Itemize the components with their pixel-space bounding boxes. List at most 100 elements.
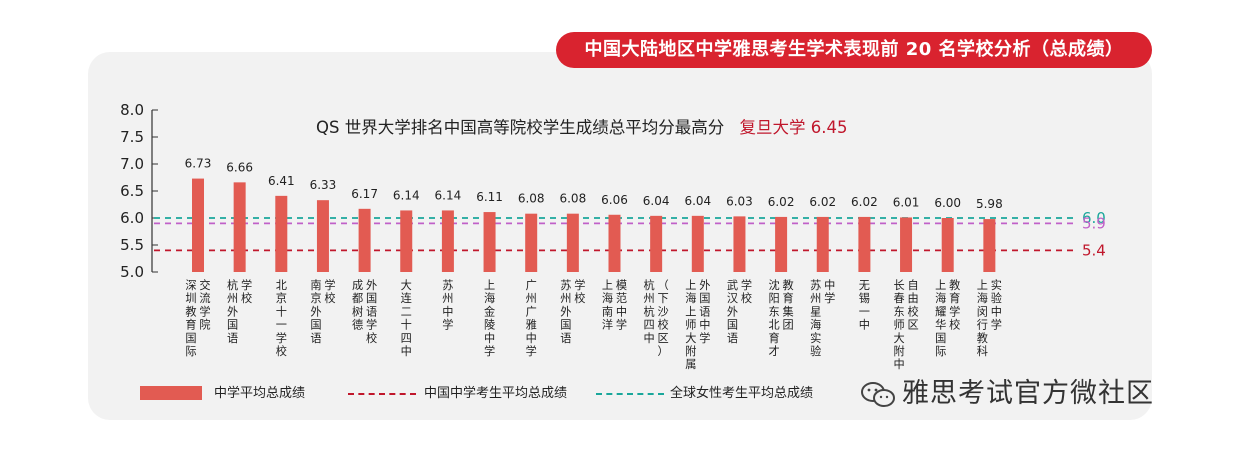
annotation-highlight: 复旦大学 6.45 — [739, 118, 847, 137]
bar — [483, 212, 496, 272]
x-tick-label: 深圳教育国际 — [185, 278, 196, 358]
x-tick-label: 学校 — [574, 278, 585, 305]
x-tick-label: 长春东师大附中 — [893, 279, 904, 371]
teal-dashed-line-icon — [596, 393, 664, 395]
bar — [941, 218, 954, 272]
bar — [691, 215, 704, 272]
y-tick-label: 6.5 — [120, 182, 144, 200]
data-label: 6.08 — [559, 192, 586, 206]
bar — [358, 208, 371, 272]
x-tick-label: 学校 — [324, 278, 335, 305]
wechat-icon — [861, 381, 895, 407]
bar — [858, 216, 871, 272]
x-tick-label: 沈阳东北育才 — [768, 278, 779, 358]
bar — [192, 178, 204, 272]
x-tick-label: 上海耀华国际 — [935, 279, 946, 358]
y-tick-label: 5.5 — [120, 236, 144, 254]
red-dashed-line-icon — [348, 393, 416, 395]
bar — [400, 210, 413, 272]
x-tick-label: 交流学院 — [199, 278, 210, 332]
x-tick-label: 教育集团 — [782, 279, 793, 332]
data-label: 6.02 — [851, 195, 878, 209]
legend-label: 全球女性考生平均总成绩 — [670, 386, 814, 401]
x-tick-label: 苏州外国语 — [560, 279, 571, 345]
x-tick-label: 成都树德 — [352, 279, 363, 332]
bar — [900, 217, 913, 272]
chart-title-banner: 中国大陆地区中学雅思考生学术表现前 20 名学校分析（总成绩） — [556, 32, 1152, 68]
reference-line-label: 6.0 — [1082, 209, 1106, 227]
bar-series: 6.73 6.66 6.41 6.33 6.17 6.14 6.14 6.11 6.08 6.08… — [185, 157, 1003, 272]
data-label: 6.01 — [893, 195, 920, 209]
x-tick-label: 大连二十四中 — [401, 278, 412, 358]
data-label: 6.73 — [185, 157, 212, 171]
data-label: 6.66 — [226, 160, 253, 174]
x-tick-label: 上海上师大附属 — [685, 279, 696, 371]
bar — [650, 215, 663, 272]
x-tick-label: 外国语学校 — [366, 279, 377, 345]
bar — [316, 200, 329, 272]
x-tick-label: 苏州中学 — [442, 279, 453, 332]
x-tick-label: （下沙校区） — [658, 279, 669, 358]
y-tick-label: 5.0 — [120, 263, 144, 281]
x-tick-label: 上海闵行教科 — [977, 279, 988, 358]
y-tick-label: 6.0 — [120, 209, 144, 227]
data-label: 6.33 — [310, 178, 337, 192]
x-tick-label: 杭州杭四中 — [644, 278, 655, 345]
data-label: 6.08 — [518, 192, 545, 206]
watermark: 雅思考试官方微社区 — [860, 372, 1154, 416]
y-tick-label: 8.0 — [120, 101, 144, 119]
data-label: 6.04 — [643, 194, 670, 208]
reference-line-label: 5.4 — [1082, 241, 1106, 259]
x-tick-label: 苏州星海实验 — [810, 279, 821, 358]
x-tick-label: 外国语中学 — [699, 279, 710, 345]
bar — [775, 216, 788, 272]
bar — [608, 214, 621, 272]
bar — [525, 213, 538, 272]
y-tick-label: 7.5 — [120, 128, 144, 146]
x-tick-label: 南京外国语 — [310, 279, 321, 345]
data-label: 6.41 — [268, 174, 295, 188]
data-label: 6.17 — [351, 187, 378, 201]
x-tick-label: 学校 — [241, 278, 252, 305]
legend-label: 中学平均总成绩 — [214, 386, 306, 401]
x-tick-label: 模范中学 — [616, 279, 627, 332]
bar — [233, 182, 246, 272]
x-tick-label: 上海金陵中学 — [484, 279, 495, 358]
reference-line-label: 5.9 — [1082, 214, 1106, 232]
x-tick-label: 武汉外国语 — [727, 279, 738, 345]
x-tick-label: 实验中学 — [991, 278, 1002, 332]
x-tick-label: 教育学校 — [949, 279, 960, 332]
y-axis: 5.0 5.5 6.0 6.5 7.0 7.5 8.0 — [120, 101, 158, 281]
x-tick-label: 自由校区 — [907, 279, 918, 332]
x-tick-label: 北京十一学校 — [276, 279, 287, 358]
data-label: 6.06 — [601, 193, 628, 207]
watermark-text: 雅思考试官方微社区 — [902, 378, 1154, 409]
data-label: 6.04 — [684, 194, 711, 208]
x-tick-label: 学校 — [741, 278, 752, 305]
y-tick-label: 7.0 — [120, 155, 144, 173]
reference-lines: 6.05.9 5.4 — [154, 209, 1106, 259]
data-label: 6.14 — [393, 188, 420, 202]
category-labels: 深圳教育国际交流学院杭州外国语学校北京十一学校南京外国语学校成都树德外国语学校大… — [185, 278, 1002, 371]
legend-label: 中国中学考生平均总成绩 — [424, 386, 568, 401]
x-tick-label: 无锡一中 — [859, 279, 870, 332]
data-label: 6.14 — [435, 188, 462, 202]
bar — [983, 219, 996, 272]
bar — [733, 216, 746, 272]
legend: 中学平均总成绩 中国中学考生平均总成绩 全球女性考生平均总成绩 — [140, 382, 840, 406]
data-label: 6.02 — [809, 195, 836, 209]
x-tick-label: 杭州外国语 — [227, 278, 238, 345]
x-tick-label: 中学 — [824, 279, 835, 305]
bar — [441, 210, 454, 272]
annotation-prefix: QS 世界大学排名中国高等院校学生成绩总平均分最高分 — [316, 118, 724, 137]
data-label: 6.02 — [768, 195, 795, 209]
data-label: 5.98 — [976, 197, 1003, 211]
bar-swatch-icon — [140, 386, 202, 400]
data-label: 6.00 — [934, 196, 961, 210]
data-label: 6.03 — [726, 194, 753, 208]
data-label: 6.11 — [476, 190, 503, 204]
bar — [275, 195, 288, 272]
chart-annotation: QS 世界大学排名中国高等院校学生成绩总平均分最高分 复旦大学 6.45 — [316, 118, 847, 137]
x-tick-label: 广州广雅中学 — [526, 279, 537, 358]
